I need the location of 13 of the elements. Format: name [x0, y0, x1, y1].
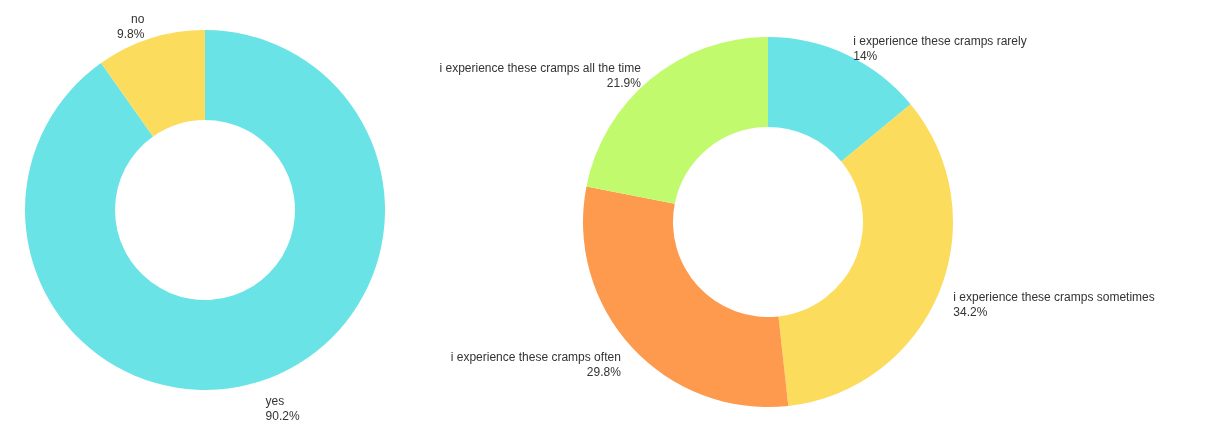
data-label: 9.8%	[117, 27, 145, 42]
donut-slice	[778, 104, 953, 406]
data-label: 90.2%	[265, 408, 300, 423]
data-label: 29.8%	[586, 365, 622, 380]
slice-label: i experience these cramps rarely	[853, 34, 1027, 49]
slice-label: i experience these cramps all the time	[439, 60, 642, 75]
data-label: 34.2%	[953, 305, 988, 320]
slice-label: i experience these cramps sometimes	[953, 290, 1155, 305]
slice-label: yes	[265, 393, 285, 408]
data-label: 14%	[853, 49, 878, 64]
data-label: 21.9%	[606, 75, 642, 90]
slice-label: i experience these cramps often	[450, 350, 621, 365]
slice-label: no	[131, 12, 145, 27]
